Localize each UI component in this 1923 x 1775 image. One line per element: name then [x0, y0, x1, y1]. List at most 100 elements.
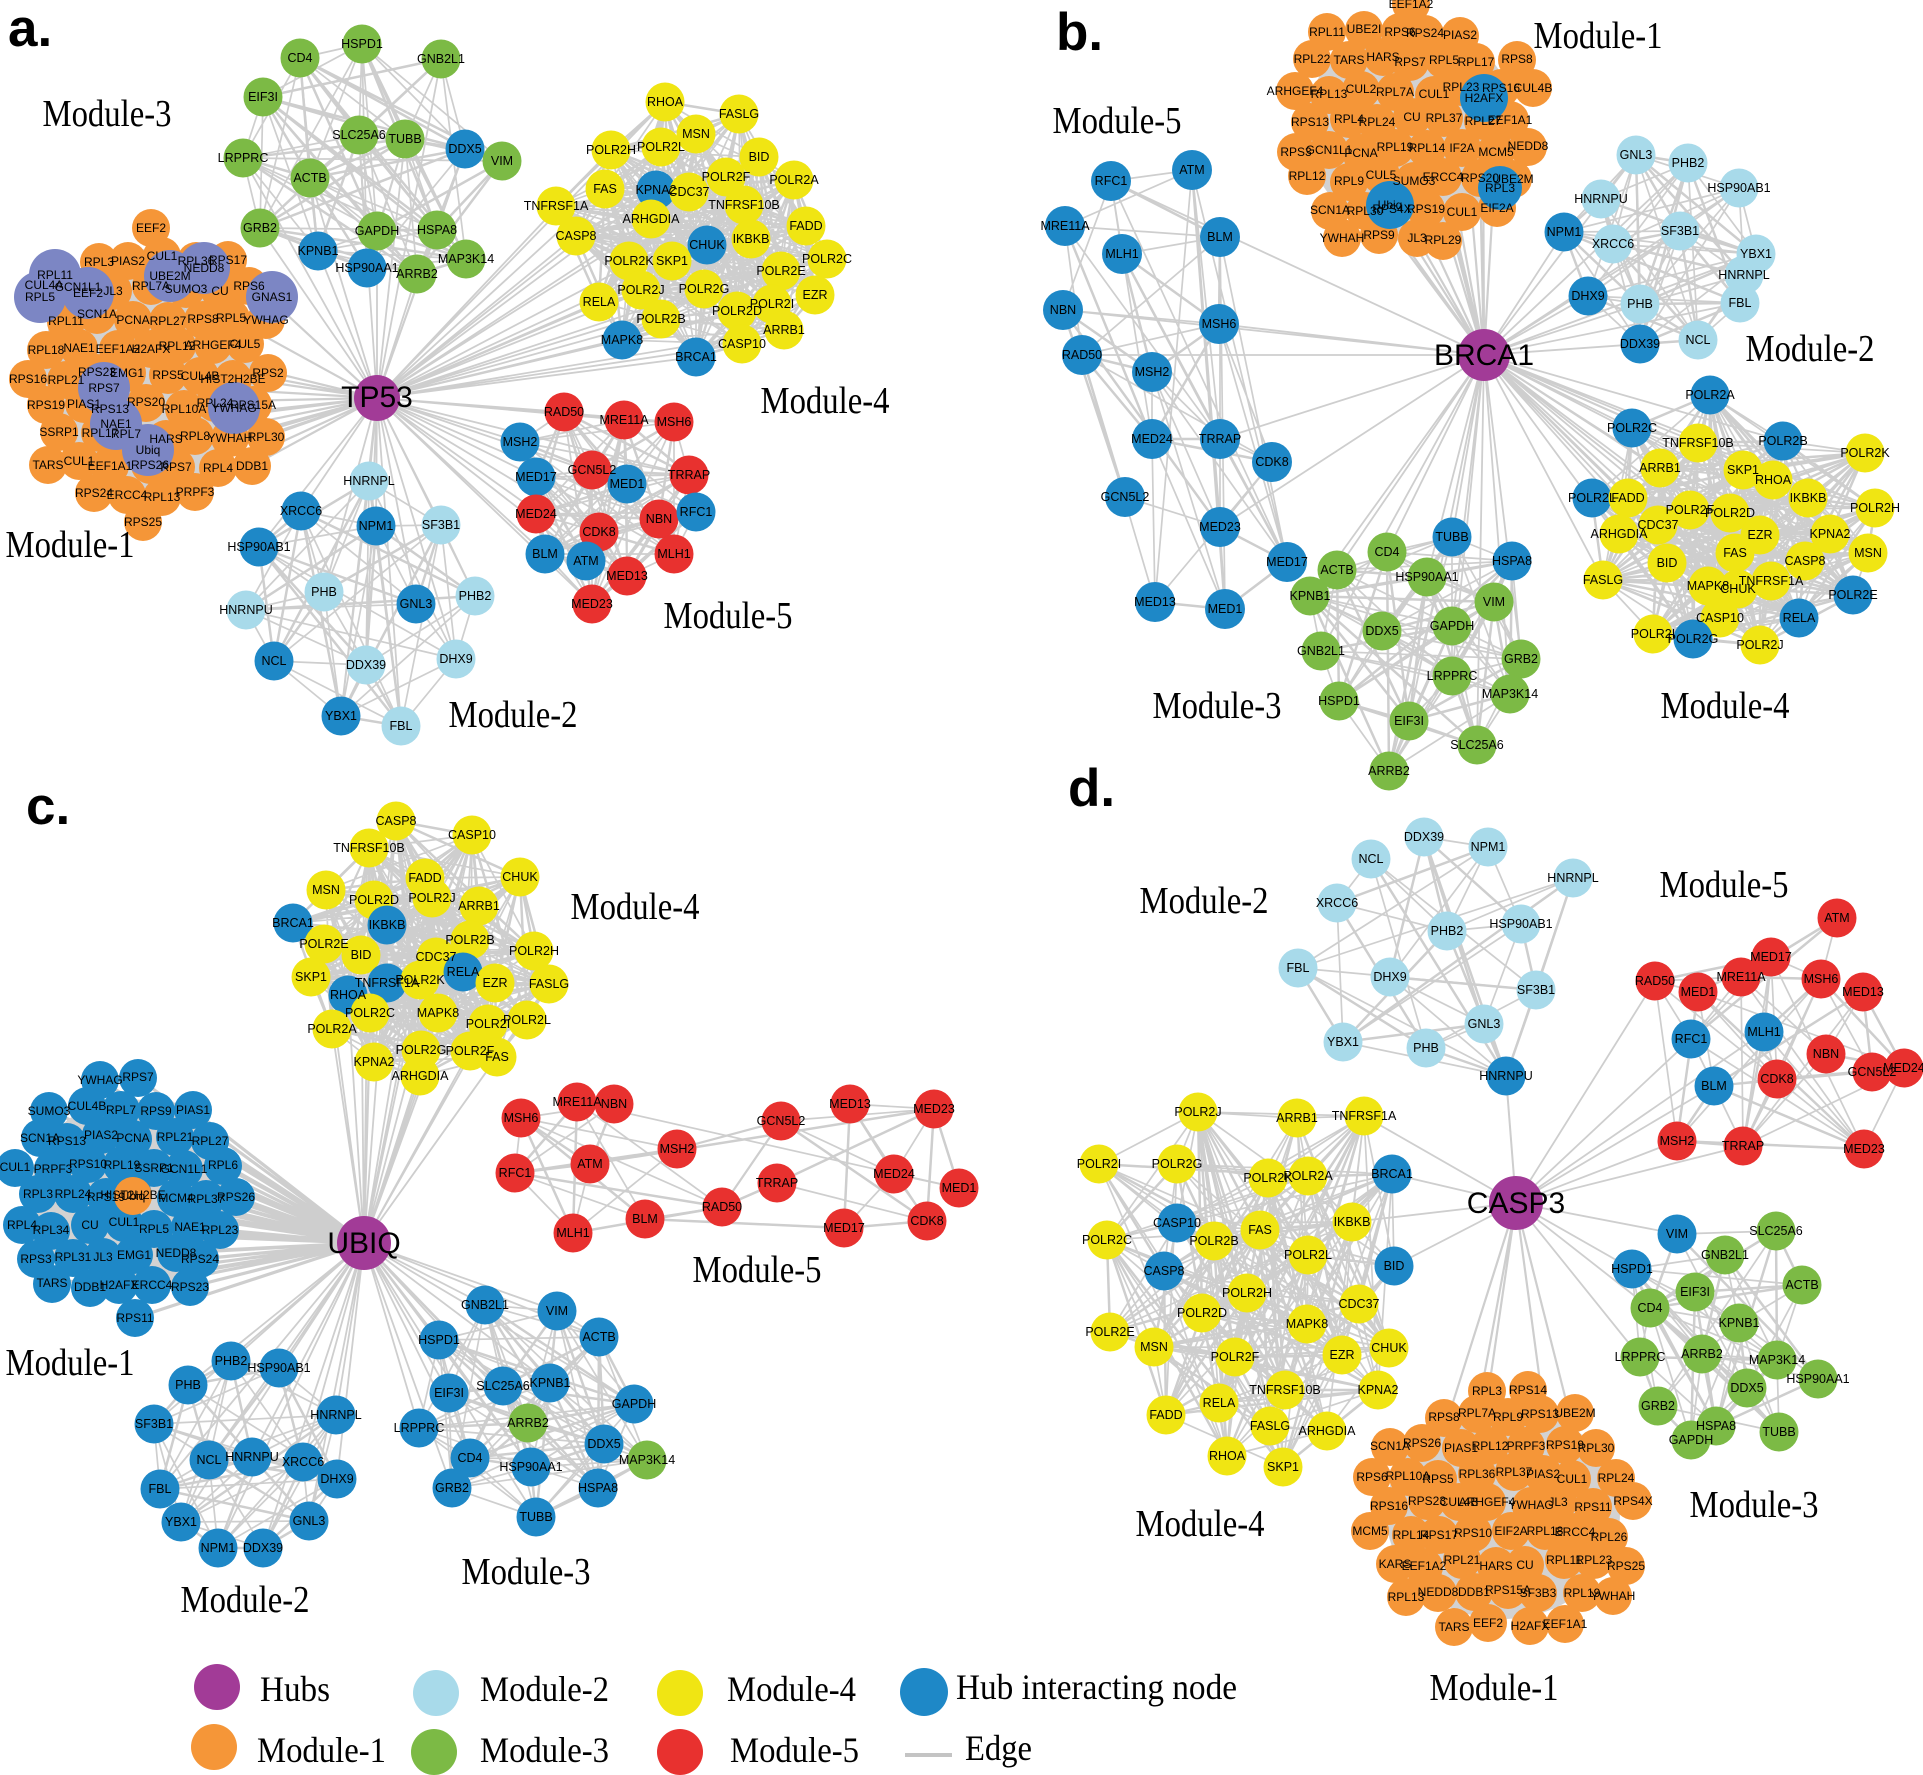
svg-text:RPS9: RPS9 — [140, 1104, 172, 1118]
svg-text:PIAS2: PIAS2 — [1443, 28, 1477, 42]
svg-text:CUL1: CUL1 — [64, 454, 95, 468]
svg-text:SSRP1: SSRP1 — [39, 425, 79, 439]
svg-text:RPS16: RPS16 — [9, 372, 47, 386]
svg-text:UBE2I: UBE2I — [1347, 22, 1382, 36]
svg-text:GNL3: GNL3 — [1620, 148, 1653, 162]
svg-text:NAE1: NAE1 — [100, 417, 132, 431]
svg-text:POLR2A: POLR2A — [1283, 1169, 1333, 1183]
svg-text:CASP10: CASP10 — [1153, 1216, 1201, 1230]
svg-text:PHB: PHB — [175, 1378, 201, 1392]
svg-text:ACTB: ACTB — [293, 171, 326, 185]
svg-text:RPL13: RPL13 — [1388, 1590, 1425, 1604]
svg-text:POLR2L: POLR2L — [503, 1013, 551, 1027]
svg-text:POLR2A: POLR2A — [307, 1022, 357, 1036]
svg-text:RPS26: RPS26 — [1403, 1436, 1441, 1450]
svg-text:POLR2I: POLR2I — [750, 297, 794, 311]
svg-text:NCL: NCL — [1685, 333, 1710, 347]
svg-text:DDB1: DDB1 — [236, 459, 268, 473]
svg-text:HARS: HARS — [149, 432, 182, 446]
svg-text:POLR2J: POLR2J — [1174, 1105, 1221, 1119]
svg-text:RPS2: RPS2 — [252, 366, 284, 380]
svg-text:ARHGEF4: ARHGEF4 — [185, 338, 242, 352]
svg-text:GCN5L2: GCN5L2 — [1101, 490, 1150, 504]
svg-text:EIF3I: EIF3I — [1394, 714, 1424, 728]
svg-text:PHB: PHB — [1413, 1041, 1439, 1055]
svg-text:GAPDH: GAPDH — [355, 224, 399, 238]
svg-text:RPL31: RPL31 — [55, 1250, 92, 1264]
svg-text:RPS24: RPS24 — [75, 486, 113, 500]
svg-text:MLH1: MLH1 — [1105, 247, 1138, 261]
svg-text:Hubs: Hubs — [260, 1669, 330, 1709]
svg-text:RPS11: RPS11 — [1574, 1500, 1611, 1514]
svg-text:POLR2J: POLR2J — [408, 891, 455, 905]
svg-text:RPS4X: RPS4X — [1613, 1494, 1652, 1508]
svg-text:GAPDH: GAPDH — [1430, 619, 1474, 633]
svg-text:PIAS1: PIAS1 — [1444, 1441, 1478, 1455]
svg-text:CU: CU — [211, 284, 228, 298]
svg-text:XRCC6: XRCC6 — [280, 504, 322, 518]
svg-text:MSN: MSN — [1854, 546, 1882, 560]
svg-text:CDC37: CDC37 — [1339, 1297, 1380, 1311]
svg-text:ATM: ATM — [1179, 163, 1204, 177]
svg-text:RPL17: RPL17 — [82, 426, 119, 440]
svg-text:TNFRSF1A: TNFRSF1A — [355, 976, 420, 990]
svg-text:DDX5: DDX5 — [1365, 624, 1398, 638]
svg-text:EEF1A2: EEF1A2 — [96, 342, 141, 356]
svg-text:MED17: MED17 — [1266, 555, 1308, 569]
svg-text:RPL24: RPL24 — [1359, 115, 1396, 129]
svg-text:TUBB: TUBB — [1762, 1425, 1795, 1439]
svg-text:JL3: JL3 — [93, 1250, 113, 1264]
svg-text:GAPDH: GAPDH — [612, 1397, 656, 1411]
svg-text:ACTB: ACTB — [1785, 1278, 1818, 1292]
svg-text:EEF1A1: EEF1A1 — [1543, 1617, 1588, 1631]
svg-text:PHB2: PHB2 — [1672, 156, 1705, 170]
svg-text:HSP90AA1: HSP90AA1 — [499, 1460, 562, 1474]
svg-text:RPS6: RPS6 — [1356, 1470, 1388, 1484]
svg-text:MSH6: MSH6 — [657, 415, 692, 429]
svg-text:POLR2F: POLR2F — [446, 1044, 495, 1058]
svg-text:ARHGDIA: ARHGDIA — [1591, 527, 1649, 541]
svg-text:POLR2E: POLR2E — [1085, 1325, 1134, 1339]
svg-text:ARRB2: ARRB2 — [1681, 1347, 1723, 1361]
svg-text:RPL19: RPL19 — [104, 1158, 141, 1172]
svg-text:CUL5: CUL5 — [230, 337, 261, 351]
svg-text:CU: CU — [1403, 110, 1420, 124]
svg-text:CUL1: CUL1 — [147, 249, 178, 263]
svg-text:IF2A: IF2A — [1449, 141, 1474, 155]
svg-text:ERCC4: ERCC4 — [132, 1278, 173, 1292]
svg-text:POLR2L: POLR2L — [637, 140, 685, 154]
svg-text:EEF1A2: EEF1A2 — [1389, 0, 1434, 11]
svg-text:RPL24: RPL24 — [55, 1187, 92, 1201]
svg-text:EIF3I: EIF3I — [434, 1386, 464, 1400]
svg-text:NCL: NCL — [196, 1453, 221, 1467]
svg-text:HSP90AA1: HSP90AA1 — [1786, 1372, 1849, 1386]
svg-text:YBX1: YBX1 — [1327, 1035, 1359, 1049]
svg-text:NPM1: NPM1 — [1547, 225, 1582, 239]
svg-text:RAD50: RAD50 — [1635, 974, 1675, 988]
svg-text:POLR2E: POLR2E — [1828, 588, 1877, 602]
svg-text:CDK8: CDK8 — [1255, 455, 1288, 469]
svg-text:ATM: ATM — [1824, 911, 1849, 925]
svg-text:FASLG: FASLG — [1583, 573, 1623, 587]
svg-text:RPS8: RPS8 — [1501, 52, 1533, 66]
svg-text:EZR: EZR — [483, 976, 508, 990]
svg-text:EEF1A1: EEF1A1 — [1488, 113, 1533, 127]
svg-text:Module-3: Module-3 — [43, 93, 172, 135]
svg-text:RPS13: RPS13 — [48, 1134, 86, 1148]
svg-text:RFC1: RFC1 — [499, 1166, 532, 1180]
svg-text:KPNB1: KPNB1 — [1290, 589, 1331, 603]
svg-text:NEDD8: NEDD8 — [1418, 1585, 1459, 1599]
svg-text:RPL4: RPL4 — [203, 461, 233, 475]
svg-text:CUL5: CUL5 — [1366, 168, 1397, 182]
svg-text:RPL37: RPL37 — [188, 1192, 225, 1206]
svg-text:DDX39: DDX39 — [1620, 337, 1660, 351]
svg-text:SF3B1: SF3B1 — [1661, 224, 1699, 238]
svg-text:PHB2: PHB2 — [1431, 924, 1464, 938]
svg-text:SKP1: SKP1 — [656, 254, 688, 268]
svg-text:MSH6: MSH6 — [1202, 317, 1237, 331]
svg-text:POLR2K: POLR2K — [1243, 1171, 1293, 1185]
svg-text:KPNA2: KPNA2 — [1810, 527, 1851, 541]
svg-text:Module-2: Module-2 — [1746, 328, 1875, 370]
svg-text:RPS8: RPS8 — [187, 312, 219, 326]
svg-text:EMG1: EMG1 — [110, 366, 144, 380]
